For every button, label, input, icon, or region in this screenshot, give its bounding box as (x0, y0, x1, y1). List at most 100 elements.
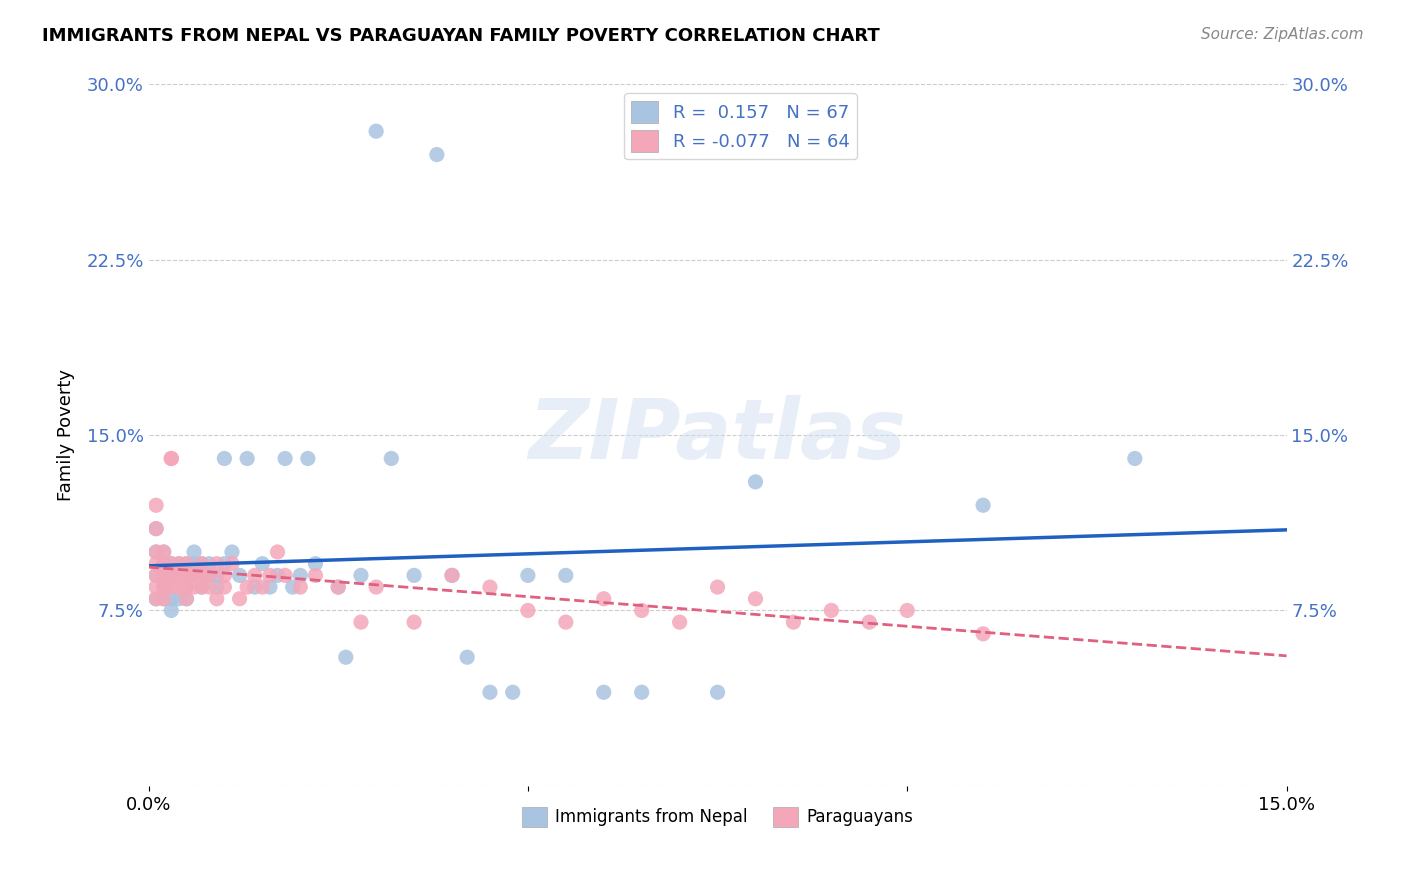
Point (145, 591, 167, 606)
Point (820, 603, 842, 617)
Point (228, 591, 250, 606)
Point (290, 580, 312, 594)
Point (160, 451, 183, 466)
Point (160, 557, 183, 571)
Point (335, 650, 357, 665)
Point (183, 568, 205, 582)
Point (228, 568, 250, 582)
Point (259, 568, 281, 582)
Point (145, 557, 167, 571)
Point (183, 568, 205, 582)
Point (167, 580, 190, 594)
Point (160, 580, 183, 594)
Point (190, 568, 212, 582)
Point (274, 568, 297, 582)
Point (167, 591, 190, 606)
Point (190, 557, 212, 571)
Point (243, 580, 266, 594)
Point (145, 568, 167, 582)
Point (440, 568, 463, 582)
Point (167, 568, 190, 582)
Point (176, 580, 198, 594)
Point (426, 147, 449, 161)
Point (152, 557, 174, 571)
Point (858, 615, 880, 629)
Text: ZIPatlas: ZIPatlas (529, 394, 907, 475)
Point (145, 545, 167, 559)
Point (152, 568, 174, 582)
Point (160, 580, 183, 594)
Point (502, 685, 524, 699)
Point (281, 580, 304, 594)
Point (167, 580, 190, 594)
Point (896, 603, 918, 617)
Point (274, 451, 297, 466)
Point (190, 580, 212, 594)
Point (152, 545, 174, 559)
Point (744, 475, 766, 489)
Legend: Immigrants from Nepal, Paraguayans: Immigrants from Nepal, Paraguayans (516, 800, 920, 833)
Point (198, 568, 221, 582)
Point (404, 615, 426, 629)
Point (328, 580, 350, 594)
Point (266, 545, 288, 559)
Point (176, 580, 198, 594)
Point (350, 568, 373, 582)
Point (214, 580, 236, 594)
Point (176, 568, 198, 582)
Point (145, 568, 167, 582)
Point (668, 615, 690, 629)
Point (214, 568, 236, 582)
Point (152, 591, 174, 606)
Point (145, 522, 167, 536)
Point (152, 580, 174, 594)
Point (190, 557, 212, 571)
Point (478, 580, 501, 594)
Point (183, 580, 205, 594)
Point (145, 522, 167, 536)
Text: Source: ZipAtlas.com: Source: ZipAtlas.com (1201, 27, 1364, 42)
Point (198, 580, 221, 594)
Point (205, 580, 228, 594)
Point (214, 557, 236, 571)
Point (160, 568, 183, 582)
Point (554, 568, 576, 582)
Point (152, 568, 174, 582)
Point (782, 615, 804, 629)
Point (176, 568, 198, 582)
Point (630, 685, 652, 699)
Point (236, 451, 259, 466)
Point (160, 568, 183, 582)
Point (167, 557, 190, 571)
Point (516, 568, 538, 582)
Point (167, 580, 190, 594)
Point (205, 568, 228, 582)
Point (167, 557, 190, 571)
Point (304, 557, 326, 571)
Point (630, 603, 652, 617)
Point (152, 545, 174, 559)
Point (198, 568, 221, 582)
Point (190, 580, 212, 594)
Point (221, 557, 243, 571)
Point (366, 124, 388, 138)
Point (236, 580, 259, 594)
Point (706, 685, 728, 699)
Point (706, 580, 728, 594)
Point (252, 580, 274, 594)
Point (266, 568, 288, 582)
Point (440, 568, 463, 582)
Point (243, 568, 266, 582)
Y-axis label: Family Poverty: Family Poverty (58, 369, 75, 501)
Point (404, 568, 426, 582)
Point (152, 591, 174, 606)
Point (380, 451, 402, 466)
Point (350, 615, 373, 629)
Point (297, 451, 319, 466)
Point (516, 603, 538, 617)
Point (152, 580, 174, 594)
Point (1123, 451, 1146, 466)
Point (205, 591, 228, 606)
Point (160, 603, 183, 617)
Point (366, 580, 388, 594)
